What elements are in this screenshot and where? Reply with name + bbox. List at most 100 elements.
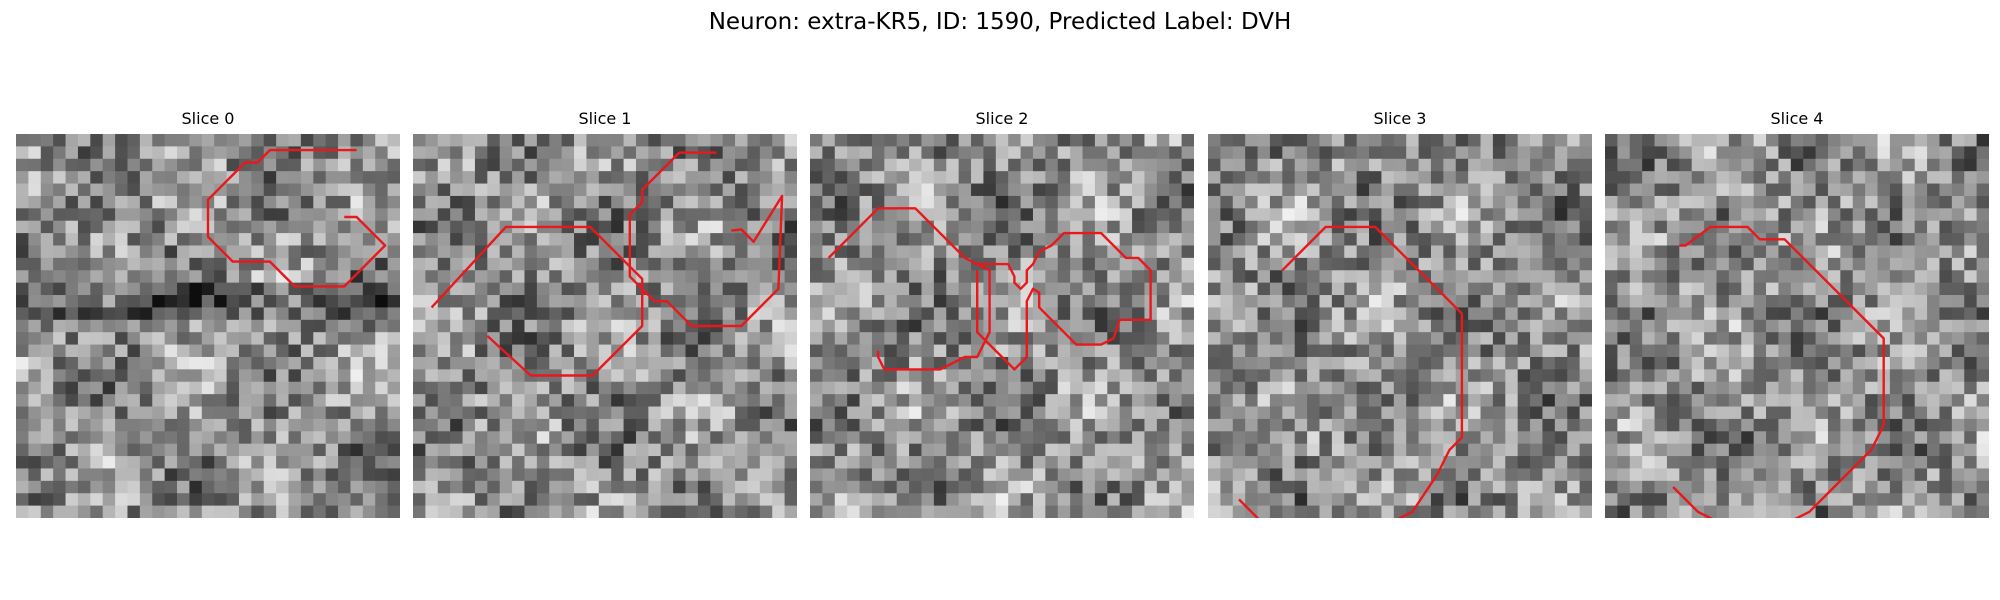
image-pixel xyxy=(958,381,972,395)
image-pixel xyxy=(1344,257,1358,271)
image-pixel xyxy=(759,158,773,172)
image-pixel xyxy=(413,381,426,395)
image-pixel xyxy=(1766,505,1779,518)
image-pixel xyxy=(884,394,898,407)
image-pixel xyxy=(1393,443,1407,457)
image-pixel xyxy=(325,394,339,407)
image-pixel xyxy=(971,233,984,246)
image-pixel xyxy=(53,468,66,482)
image-pixel xyxy=(1020,356,1034,370)
image-pixel xyxy=(1666,356,1680,370)
image-pixel xyxy=(40,282,54,296)
image-pixel xyxy=(1418,257,1432,271)
image-pixel xyxy=(53,220,66,234)
image-pixel xyxy=(226,270,240,284)
image-pixel xyxy=(1132,443,1145,457)
image-pixel xyxy=(1381,134,1395,147)
image-pixel xyxy=(462,456,476,469)
image-pixel xyxy=(1815,356,1829,370)
image-pixel xyxy=(1307,505,1320,518)
image-pixel xyxy=(1220,493,1234,507)
image-pixel xyxy=(722,307,736,321)
image-pixel xyxy=(1877,171,1891,184)
image-pixel xyxy=(1492,220,1506,234)
image-pixel xyxy=(747,443,761,457)
image-pixel xyxy=(177,456,190,469)
image-pixel xyxy=(1530,406,1543,420)
image-pixel xyxy=(1232,431,1246,445)
image-pixel xyxy=(1517,270,1531,284)
image-pixel xyxy=(598,195,612,209)
image-pixel xyxy=(722,369,736,383)
image-pixel xyxy=(598,431,612,445)
image-pixel xyxy=(1530,319,1543,333)
image-pixel xyxy=(834,134,848,147)
image-pixel xyxy=(1654,282,1668,296)
image-pixel xyxy=(536,505,550,518)
image-pixel xyxy=(1220,134,1234,147)
image-pixel xyxy=(1356,443,1370,457)
image-pixel xyxy=(1976,233,1989,246)
image-pixel xyxy=(847,208,860,222)
image-pixel xyxy=(1094,468,1108,482)
image-pixel xyxy=(1803,158,1816,172)
image-pixel xyxy=(1939,233,1953,246)
image-pixel xyxy=(549,332,563,345)
image-pixel xyxy=(1418,344,1432,358)
image-pixel xyxy=(1257,369,1271,383)
image-pixel xyxy=(90,456,104,469)
image-pixel xyxy=(1020,431,1034,445)
image-pixel xyxy=(1307,270,1320,284)
image-pixel xyxy=(735,369,748,383)
image-pixel xyxy=(387,468,400,482)
image-pixel xyxy=(65,282,79,296)
image-pixel xyxy=(983,158,997,172)
image-pixel xyxy=(1245,208,1258,222)
image-pixel xyxy=(325,233,339,246)
image-pixel xyxy=(995,332,1009,345)
image-pixel xyxy=(1430,208,1444,222)
image-pixel xyxy=(834,443,848,457)
image-pixel xyxy=(710,158,724,172)
image-pixel xyxy=(1964,319,1978,333)
image-pixel xyxy=(1691,183,1705,197)
image-pixel xyxy=(1232,208,1246,222)
image-pixel xyxy=(276,468,289,482)
image-pixel xyxy=(1492,233,1506,246)
image-pixel xyxy=(1778,443,1792,457)
image-pixel xyxy=(338,456,351,469)
image-pixel xyxy=(1778,381,1792,395)
image-pixel xyxy=(487,332,501,345)
image-pixel xyxy=(611,493,624,507)
image-pixel xyxy=(1156,233,1170,246)
image-pixel xyxy=(1728,158,1742,172)
image-pixel xyxy=(413,468,426,482)
image-pixel xyxy=(1169,468,1183,482)
image-pixel xyxy=(413,171,426,184)
image-pixel xyxy=(995,319,1009,333)
image-pixel xyxy=(859,282,873,296)
image-pixel xyxy=(214,295,227,308)
image-pixel xyxy=(1554,319,1568,333)
image-pixel xyxy=(598,369,612,383)
image-pixel xyxy=(40,431,54,445)
image-pixel xyxy=(1790,431,1804,445)
image-pixel xyxy=(1443,319,1457,333)
image-pixel xyxy=(375,282,389,296)
image-pixel xyxy=(847,183,860,197)
image-pixel xyxy=(933,195,947,209)
image-pixel xyxy=(1803,282,1816,296)
image-pixel xyxy=(90,468,104,482)
image-pixel xyxy=(512,257,525,271)
image-pixel xyxy=(1964,505,1978,518)
image-pixel xyxy=(387,381,400,395)
image-pixel xyxy=(425,344,439,358)
image-pixel xyxy=(871,220,885,234)
image-pixel xyxy=(53,307,66,321)
image-pixel xyxy=(1865,146,1878,160)
image-pixel xyxy=(1517,245,1531,259)
image-pixel xyxy=(1902,183,1916,197)
image-pixel xyxy=(1704,233,1717,246)
image-pixel xyxy=(1666,295,1680,308)
image-pixel xyxy=(127,208,141,222)
